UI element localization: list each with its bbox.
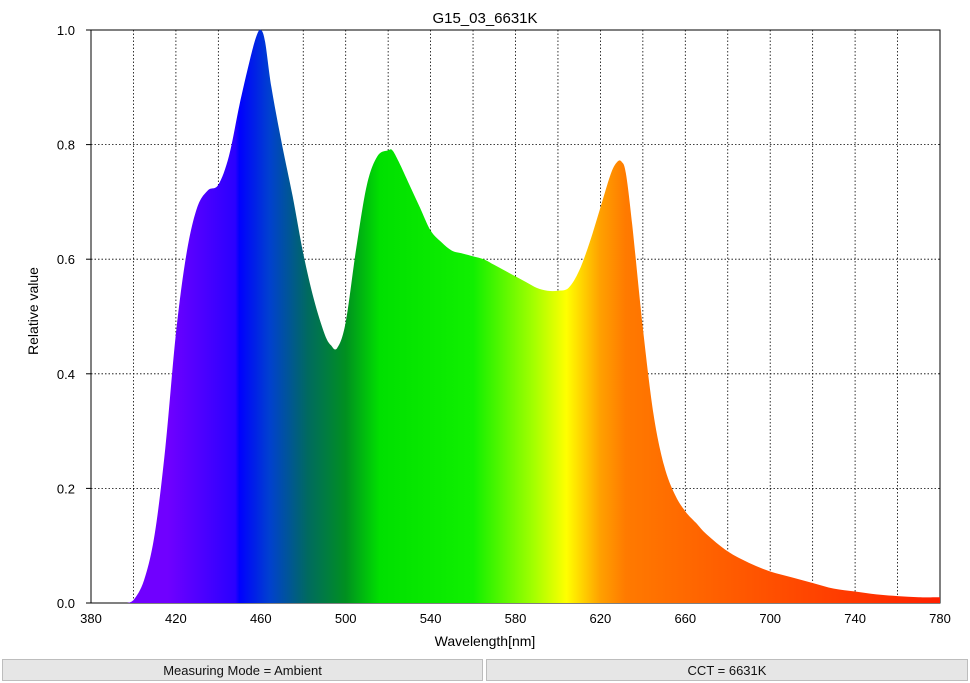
- y-tick-label: 0.4: [57, 367, 75, 382]
- x-tick-label: 620: [590, 611, 612, 626]
- cct-label: CCT = 6631K: [687, 662, 767, 678]
- measuring-mode-button[interactable]: Measuring Mode = Ambient: [2, 659, 483, 681]
- tick-labels: 380 420 460 500 540 580 620 660 700 740 780 0.0 0.2 0…: [57, 23, 951, 626]
- y-tick-label: 1.0: [57, 23, 75, 38]
- x-tick-label: 380: [80, 611, 102, 626]
- spectrum-chart: 380 420 460 500 540 580 620 660 700 740 780 0.0 0.2 0…: [25, 10, 951, 649]
- x-tick-label: 740: [844, 611, 866, 626]
- y-tick-label: 0.2: [57, 481, 75, 496]
- measuring-mode-label: Measuring Mode = Ambient: [163, 662, 322, 678]
- x-tick-label: 460: [250, 611, 272, 626]
- x-tick-label: 500: [335, 611, 357, 626]
- y-tick-label: 0.8: [57, 138, 75, 153]
- y-axis-label: Relative value: [25, 267, 41, 355]
- y-tick-label: 0.6: [57, 252, 75, 267]
- x-tick-label: 580: [505, 611, 527, 626]
- x-tick-label: 700: [759, 611, 781, 626]
- spectrum-area: [127, 29, 940, 604]
- x-tick-label: 540: [420, 611, 442, 626]
- x-tick-label: 780: [929, 611, 951, 626]
- y-tick-label: 0.0: [57, 596, 75, 611]
- cct-button[interactable]: CCT = 6631K: [486, 659, 968, 681]
- x-tick-label: 420: [165, 611, 187, 626]
- x-tick-label: 660: [674, 611, 696, 626]
- chart-title: G15_03_6631K: [432, 10, 537, 27]
- x-axis-label: Wavelength[nm]: [435, 633, 536, 649]
